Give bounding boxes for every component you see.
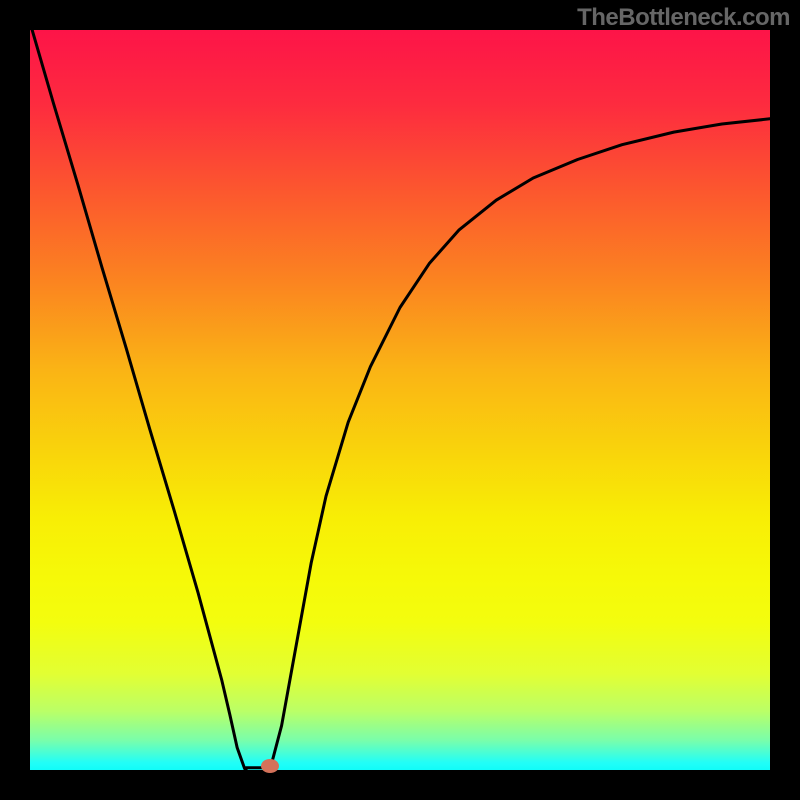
- attribution-text: TheBottleneck.com: [577, 4, 790, 32]
- chart-frame: TheBottleneck.com: [0, 0, 800, 800]
- optimum-marker: [261, 759, 279, 773]
- curve-svg: [30, 30, 770, 770]
- plot-area: [30, 30, 770, 770]
- bottleneck-curve: [30, 30, 770, 770]
